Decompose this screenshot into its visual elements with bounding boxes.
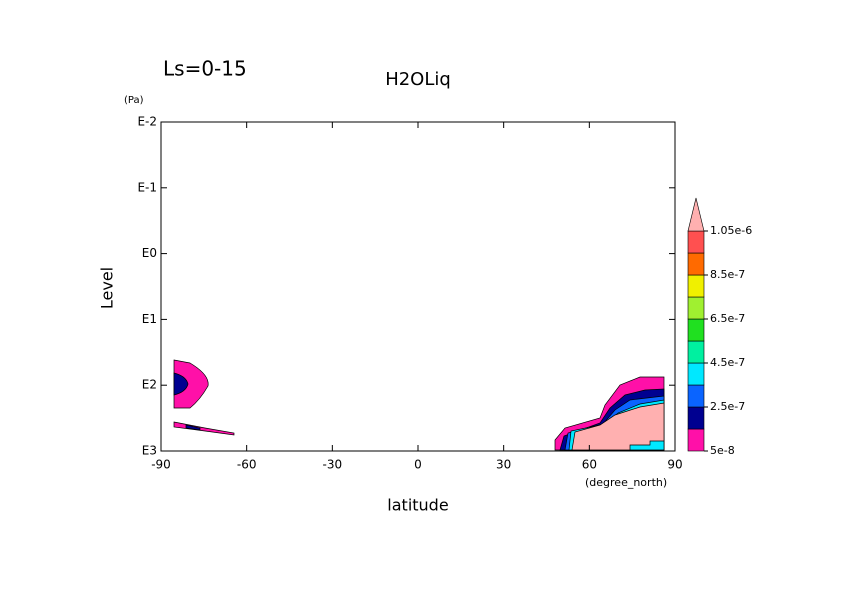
colorbar-box <box>687 230 705 254</box>
x-tick-label: 60 <box>582 458 597 472</box>
y-unit: (Pa) <box>124 95 144 106</box>
y-tick-label: E0 <box>142 246 157 260</box>
colorbar-label: 4.5e-7 <box>710 356 745 369</box>
contour-fill <box>571 402 665 451</box>
colorbar-label: 1.05e-6 <box>710 224 752 237</box>
contour-fill <box>185 424 201 431</box>
contours <box>173 359 665 451</box>
colorbar-over <box>687 197 705 232</box>
y-tick-label: E-1 <box>137 180 157 194</box>
contour-fill <box>173 359 209 409</box>
x-tick-label: 30 <box>496 458 511 472</box>
colorbar-box <box>687 384 705 408</box>
x-tick-label: -60 <box>237 458 257 472</box>
colorbar-label: 8.5e-7 <box>710 268 745 281</box>
y-tick-label: E3 <box>142 444 157 458</box>
colorbar-box <box>687 318 705 342</box>
x-tick-label: -90 <box>151 458 171 472</box>
colorbar-label: 2.5e-7 <box>710 400 745 413</box>
x-axis-label: latitude <box>387 496 448 515</box>
colorbar-box <box>687 252 705 276</box>
x-tick-label: -30 <box>323 458 343 472</box>
y-tick-label: E2 <box>142 378 157 392</box>
contour-fill <box>173 372 189 396</box>
subtitle: Ls=0-15 <box>163 57 247 81</box>
colorbar-box <box>687 274 705 298</box>
plot-frame <box>160 121 676 452</box>
x-unit: (degree_north) <box>585 476 667 489</box>
y-axis-label: Level <box>98 267 117 309</box>
x-tick-label: 90 <box>667 458 682 472</box>
colorbar-box <box>687 428 705 452</box>
y-tick-label: E-2 <box>137 115 157 129</box>
contour-fill <box>173 421 235 436</box>
colorbar-label: 6.5e-7 <box>710 312 745 325</box>
x-tick-label: 0 <box>414 458 422 472</box>
chart-title: H2OLiq <box>385 69 451 90</box>
y-tick-label: E1 <box>142 312 157 326</box>
colorbar-box <box>687 406 705 430</box>
colorbar-box <box>687 340 705 364</box>
colorbar-label: 5e-8 <box>710 444 735 457</box>
colorbar-box <box>687 296 705 320</box>
colorbar-box <box>687 362 705 386</box>
